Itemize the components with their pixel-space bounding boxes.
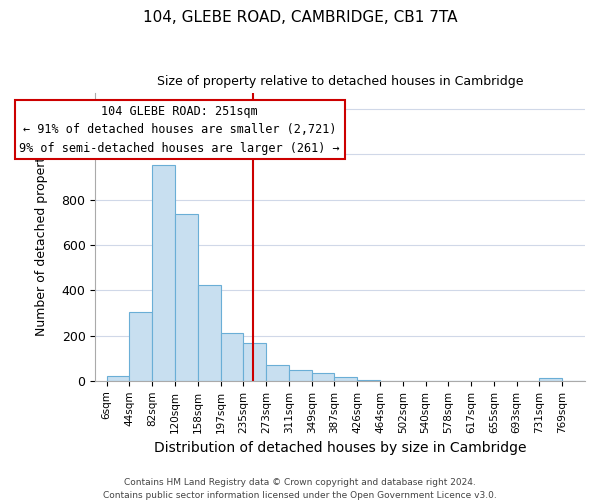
- Text: 104, GLEBE ROAD, CAMBRIDGE, CB1 7TA: 104, GLEBE ROAD, CAMBRIDGE, CB1 7TA: [143, 10, 457, 25]
- Bar: [539, 378, 562, 381]
- Bar: [198, 284, 221, 381]
- Text: 104 GLEBE ROAD: 251sqm
← 91% of detached houses are smaller (2,721)
9% of semi-d: 104 GLEBE ROAD: 251sqm ← 91% of detached…: [19, 104, 340, 154]
- X-axis label: Distribution of detached houses by size in Cambridge: Distribution of detached houses by size …: [154, 441, 526, 455]
- Title: Size of property relative to detached houses in Cambridge: Size of property relative to detached ho…: [157, 75, 523, 88]
- Bar: [130, 312, 152, 381]
- Bar: [289, 370, 311, 381]
- Text: Contains HM Land Registry data © Crown copyright and database right 2024.
Contai: Contains HM Land Registry data © Crown c…: [103, 478, 497, 500]
- Bar: [334, 376, 357, 381]
- Bar: [152, 164, 175, 381]
- Bar: [107, 376, 130, 381]
- Bar: [244, 344, 266, 381]
- Bar: [357, 380, 380, 381]
- Y-axis label: Number of detached properties: Number of detached properties: [35, 138, 48, 336]
- Bar: [266, 365, 289, 381]
- Bar: [311, 374, 334, 381]
- Bar: [221, 334, 244, 381]
- Bar: [175, 214, 198, 381]
